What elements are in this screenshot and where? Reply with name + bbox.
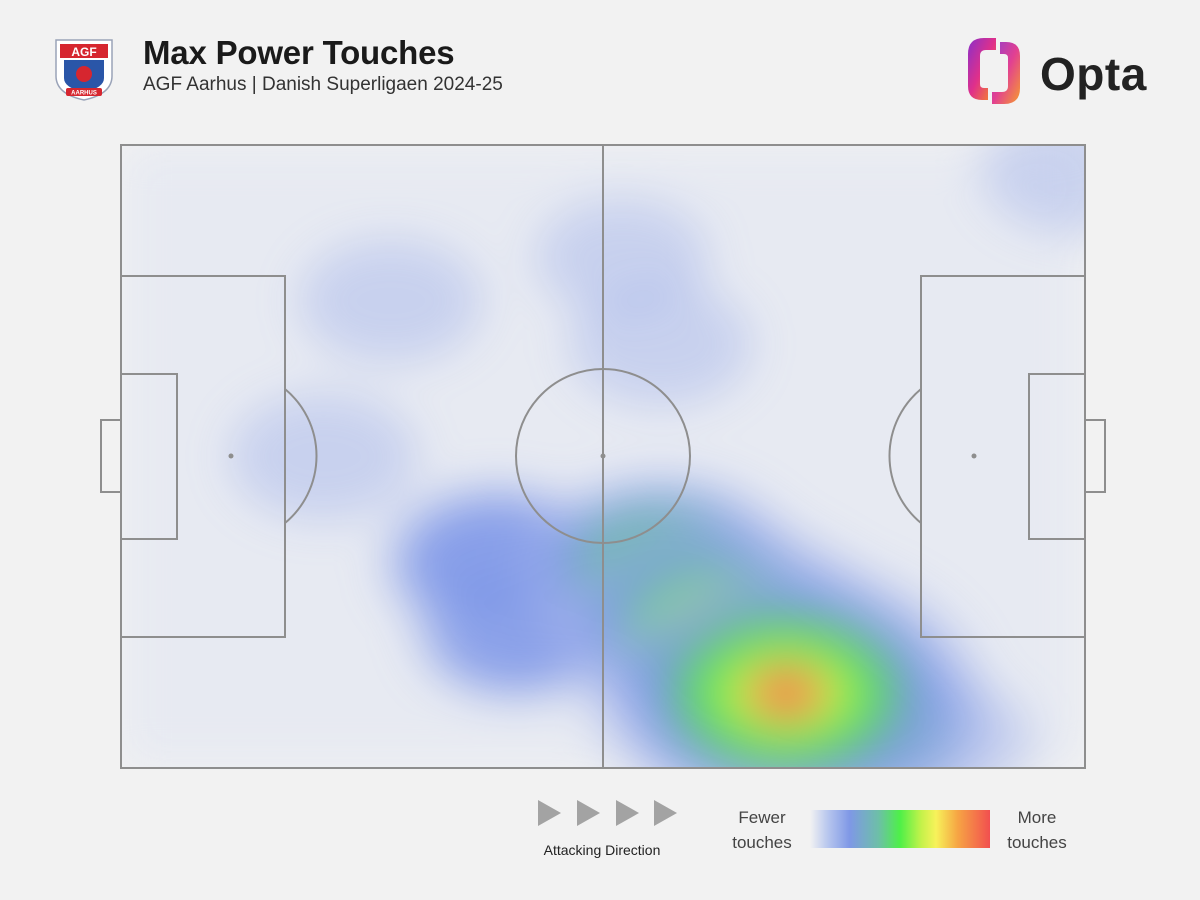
right-goal (1084, 419, 1106, 493)
heat-contour (229, 392, 418, 521)
centre-spot (600, 453, 606, 459)
heat-contour (760, 676, 812, 711)
crest-text: AGF (71, 45, 96, 59)
heat-point (981, 145, 1085, 234)
legend-fewer-line2: touches (732, 833, 792, 852)
attacking-direction-arrows-icon (538, 800, 677, 826)
chart-title: Max Power Touches (143, 34, 455, 71)
club-crest-icon: AGF AARHUS (55, 39, 113, 101)
heat-contour (569, 282, 753, 407)
attacking-direction-label: Attacking Direction (543, 842, 661, 858)
left-goal (100, 419, 122, 493)
heat-contour (981, 145, 1085, 234)
chart-subtitle: AGF Aarhus | Danish Superligaen 2024-25 (143, 74, 503, 95)
heat-point (229, 392, 418, 521)
legend-fewer-touches: Fewer touches (707, 805, 817, 855)
left-penalty-arc (284, 388, 318, 524)
legend-more-line1: More (1017, 808, 1057, 827)
legend-more-touches: More touches (982, 805, 1092, 855)
right-penalty-arc (888, 388, 922, 524)
heatmap-layer (121, 145, 1085, 768)
right-penalty-spot (971, 453, 977, 459)
heat-contour (299, 238, 483, 363)
legend-more-line2: touches (1007, 833, 1067, 852)
heat-point (590, 560, 982, 768)
legend-color-bar (810, 810, 990, 848)
opta-logo-icon (968, 38, 1020, 104)
opta-wordmark: Opta (1040, 48, 1147, 100)
crest-subtext: AARHUS (71, 91, 97, 97)
heat-point (569, 282, 753, 407)
heat-point (299, 238, 483, 363)
left-penalty-spot (228, 453, 234, 459)
centre-circle (515, 368, 691, 544)
legend-fewer-line1: Fewer (738, 808, 786, 827)
